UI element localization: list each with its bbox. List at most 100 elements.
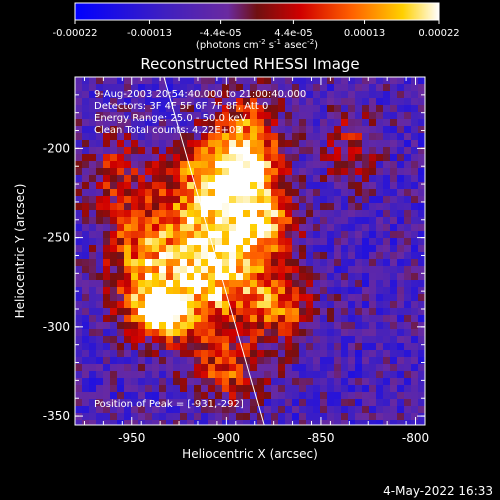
heatmap-cell xyxy=(278,203,286,211)
heatmap-cell xyxy=(194,364,202,372)
heatmap-cell xyxy=(96,385,104,393)
heatmap-cell xyxy=(313,273,321,281)
heatmap-cell xyxy=(187,140,195,148)
heatmap-cell xyxy=(152,175,160,183)
heatmap-cell xyxy=(75,238,83,246)
heatmap-cell xyxy=(257,84,265,92)
heatmap-cell xyxy=(383,161,391,169)
heatmap-cell xyxy=(103,182,111,190)
heatmap-cell xyxy=(159,147,167,155)
heatmap-cell xyxy=(369,308,377,316)
heatmap-cell xyxy=(299,371,307,379)
heatmap-cell xyxy=(117,196,125,204)
heatmap-cell xyxy=(383,112,391,120)
heatmap-cell xyxy=(292,112,300,120)
heatmap-cell xyxy=(264,392,272,400)
heatmap-cell xyxy=(236,273,244,281)
heatmap-cell xyxy=(229,329,237,337)
heatmap-cell xyxy=(187,280,195,288)
heatmap-cell xyxy=(75,140,83,148)
heatmap-cell xyxy=(75,182,83,190)
heatmap-cell xyxy=(313,364,321,372)
heatmap-cell xyxy=(376,133,384,141)
heatmap-cell xyxy=(194,308,202,316)
heatmap-cell xyxy=(152,350,160,358)
heatmap-cell xyxy=(96,105,104,113)
heatmap-cell xyxy=(292,259,300,267)
heatmap-cell xyxy=(82,231,90,239)
heatmap-cell xyxy=(201,322,209,330)
heatmap-cell xyxy=(376,252,384,260)
heatmap-cell xyxy=(376,105,384,113)
heatmap-cell xyxy=(285,343,293,351)
heatmap-cell xyxy=(285,420,293,425)
heatmap-cell xyxy=(110,91,118,99)
heatmap-cell xyxy=(278,91,286,99)
heatmap-cell xyxy=(334,301,342,309)
heatmap-cell xyxy=(334,266,342,274)
heatmap-cell xyxy=(96,217,104,225)
heatmap-cell xyxy=(75,154,83,162)
heatmap-cell xyxy=(285,252,293,260)
heatmap-cell xyxy=(180,336,188,344)
heatmap-cell xyxy=(166,287,174,295)
heatmap-cell xyxy=(376,371,384,379)
heatmap-cell xyxy=(369,266,377,274)
heatmap-cell xyxy=(124,406,132,414)
heatmap-cell xyxy=(271,259,279,267)
heatmap-cell xyxy=(82,238,90,246)
heatmap-cell xyxy=(187,357,195,365)
heatmap-cell xyxy=(404,420,412,425)
heatmap-cell xyxy=(131,182,139,190)
heatmap-cell xyxy=(229,413,237,421)
heatmap-cell xyxy=(138,350,146,358)
heatmap-cell xyxy=(180,406,188,414)
heatmap-cell xyxy=(166,252,174,260)
heatmap-cell xyxy=(187,392,195,400)
heatmap-cell xyxy=(299,413,307,421)
y-tick-label: -200 xyxy=(43,141,70,155)
heatmap-cell xyxy=(229,308,237,316)
heatmap-cell xyxy=(355,189,363,197)
heatmap-cell xyxy=(355,280,363,288)
heatmap-cell xyxy=(271,364,279,372)
heatmap-cell xyxy=(103,203,111,211)
heatmap-cell xyxy=(222,364,230,372)
heatmap-cell xyxy=(271,154,279,162)
heatmap-cell xyxy=(271,133,279,141)
heatmap-cell xyxy=(334,210,342,218)
heatmap-cell xyxy=(82,224,90,232)
heatmap-cell xyxy=(117,238,125,246)
heatmap-cell xyxy=(292,385,300,393)
heatmap-cell xyxy=(390,84,398,92)
heatmap-cell xyxy=(341,175,349,183)
heatmap-cell xyxy=(292,175,300,183)
heatmap-cell xyxy=(313,301,321,309)
heatmap-cell xyxy=(229,147,237,155)
heatmap-cell xyxy=(201,364,209,372)
heatmap-cell xyxy=(292,189,300,197)
heatmap-cell xyxy=(173,322,181,330)
heatmap-cell xyxy=(201,210,209,218)
heatmap-cell xyxy=(131,175,139,183)
heatmap-cell xyxy=(96,350,104,358)
heatmap-cell xyxy=(285,98,293,106)
heatmap-cell xyxy=(145,182,153,190)
heatmap-cell xyxy=(159,329,167,337)
heatmap-cell xyxy=(236,119,244,127)
heatmap-cell xyxy=(222,189,230,197)
heatmap-cell xyxy=(222,322,230,330)
heatmap-cell xyxy=(397,343,405,351)
heatmap-cell xyxy=(390,182,398,190)
heatmap-cell xyxy=(292,399,300,407)
heatmap-cell xyxy=(243,147,251,155)
heatmap-cell xyxy=(180,161,188,169)
heatmap-cell xyxy=(383,378,391,386)
heatmap-cell xyxy=(271,98,279,106)
heatmap-cell xyxy=(376,406,384,414)
heatmap-cell xyxy=(264,357,272,365)
heatmap-cell xyxy=(96,280,104,288)
heatmap-cell xyxy=(264,420,272,425)
heatmap-cell xyxy=(397,336,405,344)
heatmap-cell xyxy=(299,350,307,358)
